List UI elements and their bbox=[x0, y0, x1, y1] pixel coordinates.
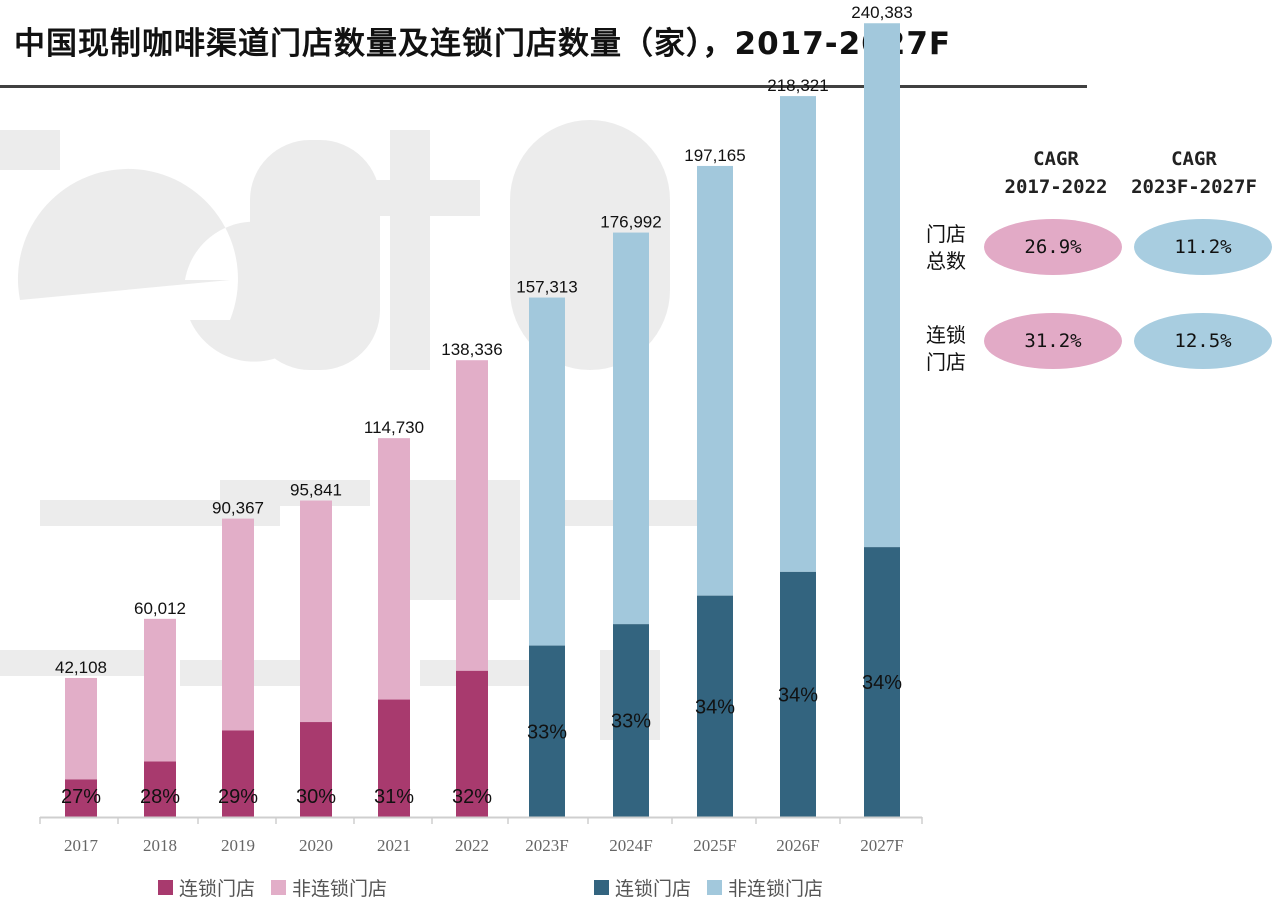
data-label-total: 95,841 bbox=[290, 481, 342, 500]
data-label-share: 29% bbox=[218, 786, 258, 808]
legend-item-fcst-nonchain: 非连锁门店 bbox=[707, 874, 823, 901]
data-label-share: 34% bbox=[778, 684, 818, 706]
data-label-total: 240,383 bbox=[851, 3, 912, 22]
cagr-header-line: CAGR bbox=[1033, 148, 1079, 170]
cagr-header-line: CAGR bbox=[1171, 148, 1217, 170]
cagr-header-hist: CAGR 2017-2022 bbox=[996, 145, 1116, 201]
data-label-share: 33% bbox=[611, 711, 651, 733]
bar-chain bbox=[456, 670, 488, 817]
legend-forecast: 连锁门店 非连锁门店 bbox=[594, 874, 839, 901]
cagr-row-label-line: 连锁 bbox=[926, 323, 966, 347]
legend-swatch-hist-chain bbox=[158, 880, 173, 895]
bar-chain bbox=[222, 730, 254, 817]
data-label-share: 32% bbox=[452, 786, 492, 808]
cagr-row-label-line: 总数 bbox=[926, 249, 966, 273]
bar-chain bbox=[378, 699, 410, 817]
x-tick-label: 2027F bbox=[860, 836, 903, 855]
data-label-total: 114,730 bbox=[364, 418, 424, 437]
bar-chain bbox=[65, 779, 97, 817]
cagr-header-forecast: CAGR 2023F-2027F bbox=[1124, 145, 1264, 201]
data-label-share: 34% bbox=[862, 672, 902, 694]
data-label-share: 33% bbox=[527, 721, 567, 743]
data-label-total: 197,165 bbox=[684, 146, 745, 165]
bar-nonchain bbox=[144, 618, 176, 762]
bar-chain bbox=[613, 624, 649, 817]
x-tick-label: 2018 bbox=[143, 836, 177, 855]
bar-chain bbox=[780, 571, 816, 817]
data-label-share: 27% bbox=[61, 786, 101, 808]
chart-title: 中国现制咖啡渠道门店数量及连锁门店数量（家），2017-2027F bbox=[14, 26, 952, 62]
data-label-total: 138,336 bbox=[441, 340, 502, 359]
legend-historical: 连锁门店 非连锁门店 bbox=[158, 874, 403, 901]
data-label-total: 157,313 bbox=[516, 278, 577, 297]
legend-label: 非连锁门店 bbox=[292, 878, 388, 900]
bar-chain bbox=[529, 645, 565, 817]
data-label-total: 60,012 bbox=[134, 599, 186, 618]
data-label-share: 34% bbox=[695, 696, 735, 718]
bar-nonchain bbox=[529, 297, 565, 646]
bar-nonchain bbox=[65, 677, 97, 780]
cagr-pill-chain-hist: 31.2% bbox=[984, 313, 1122, 369]
bar-nonchain bbox=[300, 500, 332, 723]
bar-nonchain bbox=[378, 438, 410, 700]
cagr-row-label-chain: 连锁 门店 bbox=[921, 322, 971, 376]
cagr-pill-total-forecast: 11.2% bbox=[1134, 219, 1272, 275]
x-tick-label: 2019 bbox=[221, 836, 255, 855]
bar-nonchain bbox=[456, 360, 488, 671]
bar-nonchain bbox=[697, 165, 733, 596]
legend-label: 连锁门店 bbox=[179, 878, 256, 900]
data-label-total: 176,992 bbox=[600, 213, 661, 232]
bar-nonchain bbox=[613, 232, 649, 625]
legend-item-hist-nonchain: 非连锁门店 bbox=[271, 874, 387, 901]
bar-nonchain bbox=[864, 23, 900, 548]
x-tick-label: 2026F bbox=[776, 836, 819, 855]
bar-chain bbox=[864, 547, 900, 817]
legend-swatch-fcst-nonchain bbox=[707, 880, 723, 895]
bar-chain bbox=[697, 595, 733, 817]
x-tick-label: 2023F bbox=[525, 836, 568, 855]
legend-swatch-hist-nonchain bbox=[271, 880, 287, 895]
legend-swatch-fcst-chain bbox=[594, 880, 609, 895]
x-tick-label: 2025F bbox=[693, 836, 736, 855]
x-tick-label: 2021 bbox=[377, 836, 411, 855]
cagr-pill-total-hist: 26.9% bbox=[984, 219, 1122, 275]
x-tick-label: 2022 bbox=[455, 836, 489, 855]
cagr-header-line: 2017-2022 bbox=[1004, 176, 1108, 198]
x-tick-label: 2024F bbox=[609, 836, 652, 855]
data-label-total: 218,321 bbox=[767, 76, 828, 95]
legend-item-fcst-chain: 连锁门店 bbox=[594, 874, 691, 901]
data-label-total: 42,108 bbox=[55, 658, 107, 677]
bar-chain bbox=[144, 761, 176, 817]
bar-nonchain bbox=[780, 96, 816, 572]
legend-label: 连锁门店 bbox=[615, 878, 692, 900]
data-label-total: 90,367 bbox=[212, 499, 264, 518]
bar-chain bbox=[300, 722, 332, 817]
cagr-header-line: 2023F-2027F bbox=[1131, 176, 1257, 198]
bar-nonchain bbox=[222, 518, 254, 731]
data-label-share: 28% bbox=[140, 786, 180, 808]
cagr-pill-chain-forecast: 12.5% bbox=[1134, 313, 1272, 369]
title-divider bbox=[0, 85, 1087, 88]
cagr-row-label-line: 门店 bbox=[926, 350, 966, 374]
x-tick-label: 2017 bbox=[64, 836, 99, 855]
legend-label: 非连锁门店 bbox=[728, 878, 824, 900]
cagr-row-label-total: 门店 总数 bbox=[921, 221, 971, 275]
data-label-share: 30% bbox=[296, 786, 336, 808]
data-label-share: 31% bbox=[374, 786, 414, 808]
legend-item-hist-chain: 连锁门店 bbox=[158, 874, 255, 901]
x-tick-label: 2020 bbox=[299, 836, 333, 855]
cagr-row-label-line: 门店 bbox=[926, 222, 966, 246]
